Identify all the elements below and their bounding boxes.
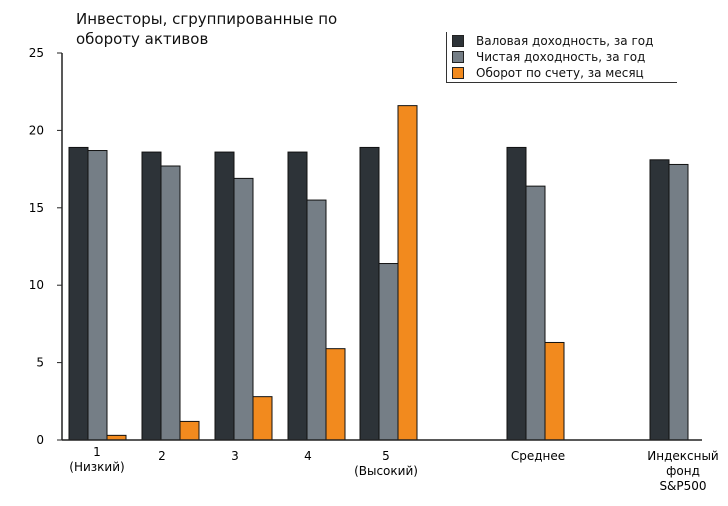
y-tick-label: 20 [29, 123, 44, 137]
bar-gross [141, 151, 162, 441]
y-tick-label: 25 [29, 46, 44, 60]
legend-label-turnover: Оборот по счету, за месяц [476, 66, 644, 80]
bar-turnover [397, 105, 418, 441]
bar-net [668, 163, 689, 441]
x-tick-label: 3 [231, 449, 239, 463]
bar-net [233, 177, 254, 441]
x-tick-label: 4 [304, 449, 312, 463]
legend: Валовая доходность, за год Чистая доходн… [446, 32, 677, 83]
y-tick-label: 10 [29, 278, 44, 292]
bar-net [378, 263, 399, 441]
bar-turnover [544, 341, 565, 441]
legend-item-gross: Валовая доходность, за год [452, 33, 653, 49]
x-tick-label: 5 (Высокий) [354, 449, 418, 478]
x-tick-label: 1 (Низкий) [69, 445, 124, 474]
chart-title: Инвесторы, сгруппированные по обороту ак… [76, 10, 338, 48]
x-tick-label: Индексный фонд S&P500 [647, 449, 718, 493]
legend-item-turnover: Оборот по счету, за месяц [452, 65, 644, 81]
legend-label-net: Чистая доходность, за год [476, 50, 646, 64]
bar-gross [68, 146, 89, 441]
bar-turnover [325, 348, 346, 441]
bar-turnover [252, 396, 273, 441]
bar-net [160, 165, 181, 441]
bar-net [87, 150, 108, 441]
bar-turnover [179, 420, 200, 441]
bar-gross [649, 159, 670, 441]
bar-gross [214, 151, 235, 441]
bar-net [525, 185, 546, 441]
x-tick-label: 2 [158, 449, 166, 463]
legend-swatch-turnover [452, 67, 464, 79]
bar-gross [359, 146, 380, 441]
legend-swatch-gross [452, 35, 464, 47]
y-tick-label: 5 [36, 356, 44, 370]
x-tick-label: Среднее [511, 449, 565, 463]
bar-gross [287, 151, 308, 441]
y-tick-label: 15 [29, 201, 44, 215]
y-tick-label: 0 [36, 433, 44, 447]
bar-gross [506, 146, 527, 441]
bar-net [306, 199, 327, 441]
legend-swatch-net [452, 51, 464, 63]
legend-label-gross: Валовая доходность, за год [476, 34, 654, 48]
legend-item-net: Чистая доходность, за год [452, 49, 645, 65]
